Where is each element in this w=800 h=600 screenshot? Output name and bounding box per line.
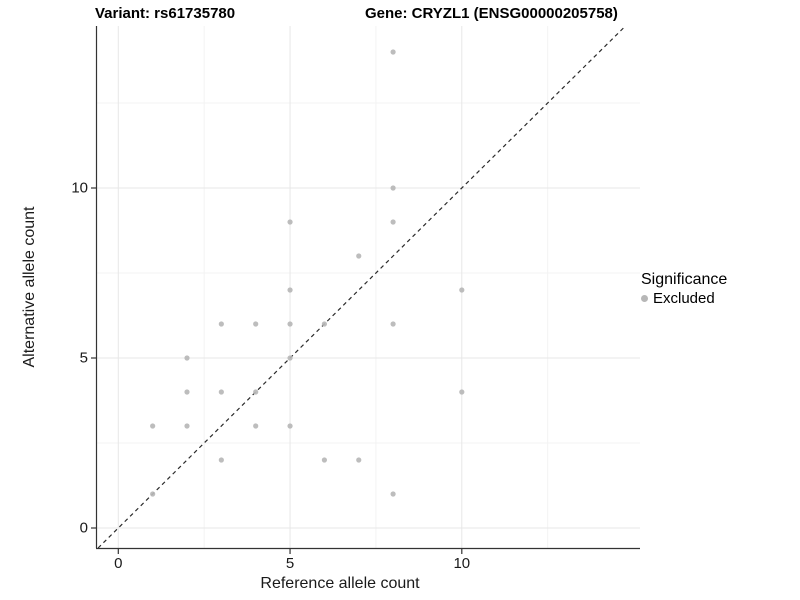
data-point [356,457,362,463]
legend-item-excluded: Excluded [641,290,727,307]
data-point [390,321,396,327]
data-point [184,355,190,361]
data-point [253,423,259,429]
data-point [390,219,396,225]
data-point [218,321,224,327]
data-point [218,389,224,395]
data-point [287,423,293,429]
data-point [390,185,396,191]
data-point [459,389,465,395]
identity-line [97,25,626,549]
legend-point-icon [641,295,648,302]
data-point [356,253,362,259]
data-point [287,321,293,327]
data-point [184,389,190,395]
x-tick-label: 10 [453,555,471,572]
x-tick-label: 5 [285,555,295,572]
legend: Significance Excluded [641,271,727,307]
data-point [150,491,156,497]
y-tick-label: 5 [79,349,88,367]
x-tick-label: 0 [114,555,123,572]
data-point [390,49,396,55]
y-tick-label: 10 [71,179,88,197]
data-point [150,423,156,429]
data-point [253,321,259,327]
y-tick-label: 0 [79,519,88,537]
data-point [390,491,396,497]
data-point [253,389,259,395]
plot-title-variant: Variant: rs61735780 [95,5,236,22]
data-point [287,355,293,361]
x-axis-title: Reference allele count [260,575,420,592]
plot-title-gene: Gene: CRYZL1 (ENSG00000205758) [365,5,618,22]
data-point [287,287,293,293]
data-point [218,457,224,463]
data-point [459,287,465,293]
legend-item-label: Excluded [653,290,715,307]
data-point [184,423,190,429]
legend-title: Significance [641,271,728,288]
data-point [321,457,327,463]
data-point [287,219,293,225]
data-point [321,321,327,327]
y-axis-title: Alternative allele count [21,206,38,368]
